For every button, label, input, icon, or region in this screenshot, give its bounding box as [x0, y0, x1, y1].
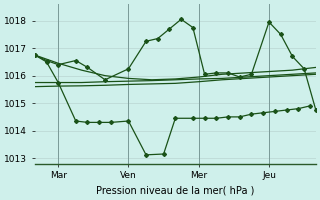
X-axis label: Pression niveau de la mer( hPa ): Pression niveau de la mer( hPa )	[96, 186, 254, 196]
